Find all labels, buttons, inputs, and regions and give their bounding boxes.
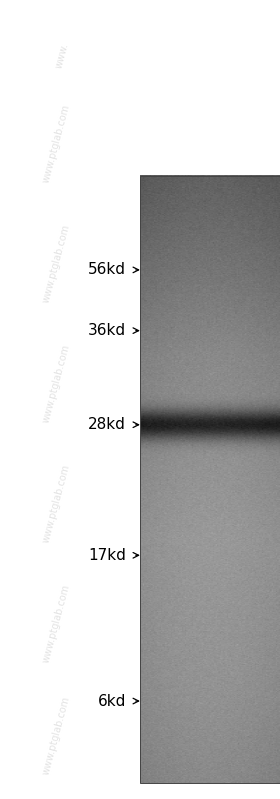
- Text: www.ptglab.com: www.ptglab.com: [41, 694, 71, 776]
- Text: www.ptglab.com: www.ptglab.com: [41, 103, 71, 185]
- Text: 36kd: 36kd: [88, 323, 126, 338]
- Bar: [140, 176, 280, 783]
- Text: 56kd: 56kd: [88, 262, 126, 277]
- Text: 6kd: 6kd: [98, 694, 126, 709]
- Text: www.: www.: [53, 42, 70, 70]
- Text: www.ptglab.com: www.ptglab.com: [41, 223, 71, 304]
- Text: 28kd: 28kd: [88, 417, 126, 432]
- Text: www.ptglab.com: www.ptglab.com: [41, 582, 71, 664]
- Text: www.ptglab.com: www.ptglab.com: [41, 343, 71, 424]
- Text: 17kd: 17kd: [88, 548, 126, 562]
- Text: www.ptglab.com: www.ptglab.com: [41, 463, 71, 544]
